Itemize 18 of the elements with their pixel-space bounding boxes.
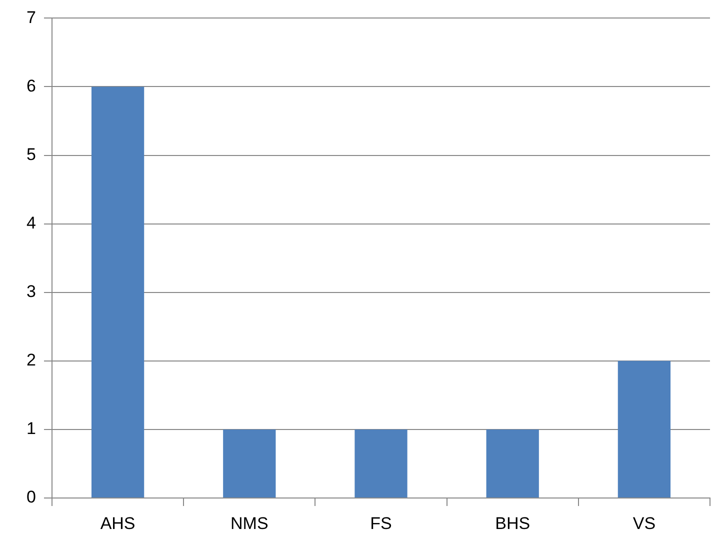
x-tick-label: VS — [632, 514, 656, 533]
y-tick-label: 3 — [26, 282, 36, 302]
bar — [354, 429, 408, 498]
bar — [223, 429, 276, 498]
y-tick-label: 4 — [26, 214, 36, 233]
y-tick-label: 7 — [26, 8, 36, 27]
bar — [618, 360, 671, 498]
y-tick-label: 2 — [26, 350, 36, 370]
x-tick-label: BHS — [495, 514, 530, 533]
y-tick-label: 6 — [26, 76, 36, 96]
y-tick-label: 5 — [26, 144, 36, 164]
y-tick-label: 1 — [26, 419, 36, 438]
x-tick-label: FS — [370, 514, 392, 533]
x-tick-label: AHS — [100, 514, 136, 533]
x-tick-label: NMS — [230, 514, 268, 533]
y-tick-label: 0 — [26, 488, 36, 507]
bar — [91, 86, 144, 498]
bar — [486, 429, 539, 498]
